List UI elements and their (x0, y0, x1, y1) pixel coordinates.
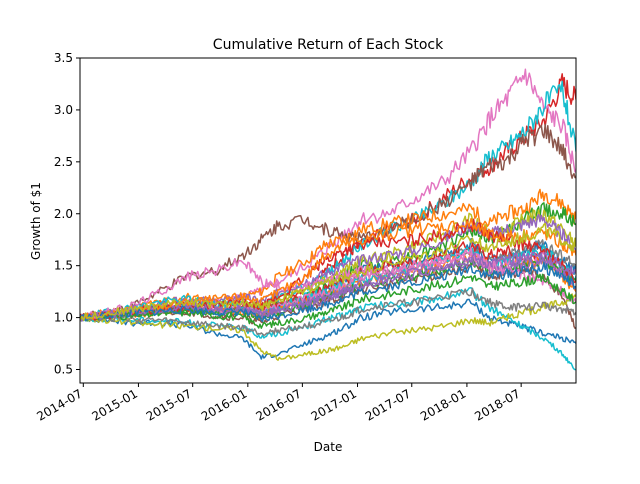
y-tick-label: 1.0 (54, 311, 73, 325)
y-tick-label: 3.5 (54, 51, 73, 65)
stock-series-line (80, 188, 576, 321)
stock-series-line (80, 298, 576, 360)
stock-series-line (80, 287, 576, 337)
series-layer (80, 68, 576, 371)
stock-series-line (80, 261, 576, 323)
stock-series-line (80, 213, 576, 321)
stock-series-line (80, 273, 576, 329)
y-tick-label: 2.0 (54, 207, 73, 221)
y-axis-label: Growth of $1 (29, 182, 43, 260)
stock-series-line (80, 252, 576, 321)
y-tick-label: 0.5 (54, 363, 73, 377)
stock-series-line (80, 251, 576, 322)
stock-series-line (80, 222, 576, 322)
chart-title: Cumulative Return of Each Stock (213, 37, 444, 53)
stock-series-line (80, 293, 576, 361)
y-tick-label: 1.5 (54, 259, 73, 273)
y-axis: 0.5 1.0 1.5 2.0 2.5 3.0 3.5 (54, 51, 80, 377)
x-axis-label: Date (314, 440, 343, 454)
y-tick-label: 3.0 (54, 103, 73, 117)
y-tick-label: 2.5 (54, 155, 73, 169)
plot-area-frame (79, 57, 577, 384)
